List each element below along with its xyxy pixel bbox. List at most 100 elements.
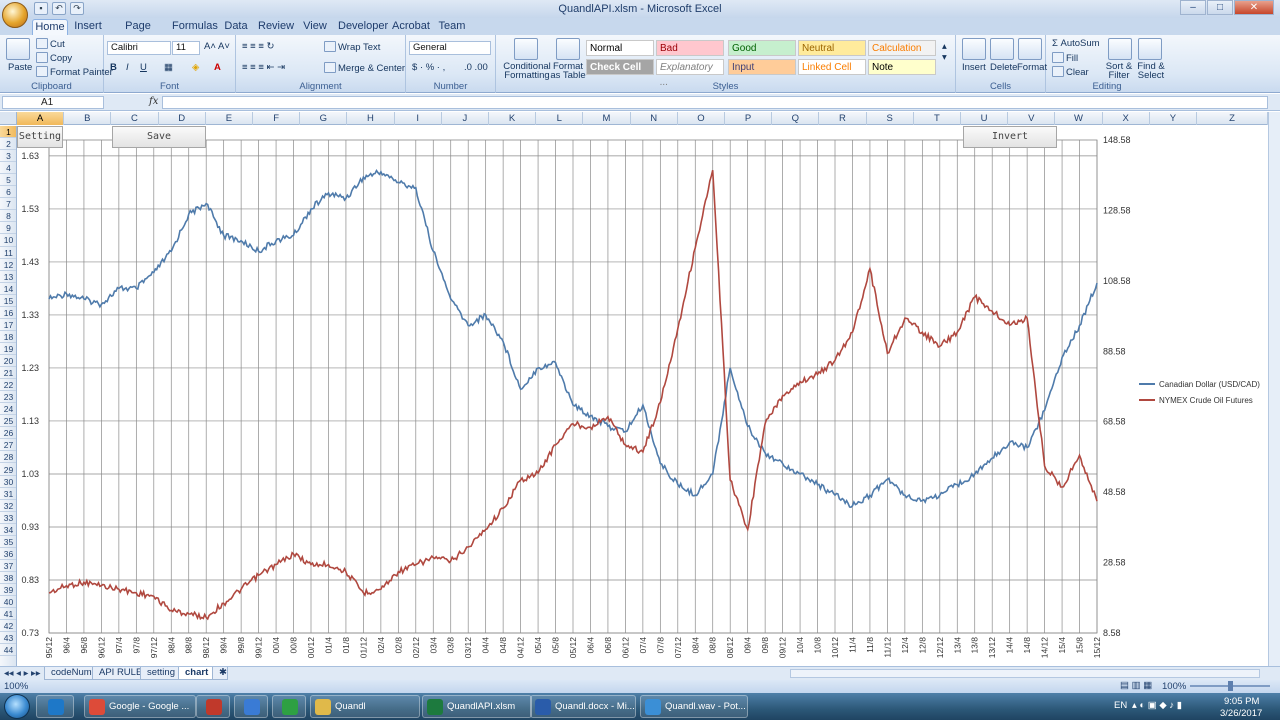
- column-header-x[interactable]: X: [1103, 112, 1150, 125]
- row-header[interactable]: 14: [0, 283, 16, 295]
- row-header[interactable]: 4: [0, 162, 16, 175]
- cell-style-explanatory[interactable]: Explanatory ...: [656, 59, 724, 88]
- tab-view[interactable]: View: [303, 20, 327, 32]
- row-header[interactable]: 10: [0, 234, 16, 247]
- cell-style-check-cell[interactable]: Check Cell: [586, 59, 654, 75]
- cell-style-linked-cell[interactable]: Linked Cell: [798, 59, 866, 75]
- paste-icon[interactable]: [6, 38, 30, 60]
- clock-date[interactable]: 3/26/2017: [1220, 708, 1263, 719]
- taskbar-item[interactable]: [36, 695, 74, 718]
- sheet-tab-setting[interactable]: setting: [140, 667, 182, 680]
- row-header[interactable]: 42: [0, 620, 16, 633]
- language-indicator[interactable]: EN: [1114, 700, 1128, 711]
- bold-button[interactable]: B: [110, 62, 117, 73]
- select-all-corner[interactable]: [0, 112, 17, 125]
- insert-cells-icon[interactable]: [962, 38, 986, 60]
- row-header[interactable]: 16: [0, 307, 16, 319]
- cell-style-input[interactable]: Input: [728, 59, 796, 75]
- conditional-formatting-icon[interactable]: [514, 38, 538, 60]
- taskbar-item[interactable]: [272, 695, 306, 718]
- merge-center-button[interactable]: Merge & Center: [324, 62, 405, 74]
- column-header-u[interactable]: U: [961, 112, 1009, 125]
- clock-time[interactable]: 9:05 PM: [1224, 696, 1260, 707]
- styles-scroll-icon[interactable]: ▴ ▾: [942, 41, 947, 63]
- tab-home[interactable]: Home: [32, 19, 68, 35]
- column-header-h[interactable]: H: [347, 112, 395, 125]
- taskbar-item[interactable]: Quandl: [310, 695, 420, 718]
- cell-style-normal[interactable]: Normal: [586, 40, 654, 56]
- tab-data[interactable]: Data: [224, 20, 248, 32]
- office-button[interactable]: [2, 2, 28, 28]
- column-header-m[interactable]: M: [583, 112, 631, 125]
- invert-button[interactable]: Invert: [963, 126, 1057, 148]
- italic-button[interactable]: I: [126, 62, 129, 73]
- tab-formulas[interactable]: Formulas: [172, 20, 218, 32]
- format-painter-button[interactable]: Format Painter: [36, 66, 113, 78]
- tray-icons[interactable]: ▴ ◐ ▣ ◆ ♪ ▮: [1132, 700, 1182, 711]
- column-header-i[interactable]: I: [395, 112, 442, 125]
- delete-cells-button[interactable]: Delete: [990, 62, 1018, 73]
- tab-acrobat[interactable]: Acrobat: [392, 20, 430, 32]
- new-sheet-icon[interactable]: ✱: [212, 667, 228, 680]
- underline-button[interactable]: U: [140, 62, 147, 73]
- column-header-l[interactable]: L: [536, 112, 584, 125]
- column-header-g[interactable]: G: [300, 112, 348, 125]
- format-cells-icon[interactable]: [1018, 38, 1042, 60]
- row-header[interactable]: 36: [0, 548, 16, 560]
- row-header[interactable]: 32: [0, 500, 16, 512]
- row-header[interactable]: 40: [0, 596, 16, 609]
- align-top-icon[interactable]: ≡ ≡ ≡ ↻: [242, 41, 275, 52]
- format-as-table-button[interactable]: Format as Table: [550, 61, 586, 81]
- column-header-p[interactable]: P: [725, 112, 773, 125]
- row-header[interactable]: 21: [0, 367, 16, 380]
- column-header-n[interactable]: N: [631, 112, 678, 125]
- currency-icon[interactable]: $ · % · ,: [412, 62, 446, 73]
- row-header[interactable]: 11: [0, 247, 16, 259]
- row-header[interactable]: 35: [0, 536, 16, 548]
- row-header[interactable]: 1: [0, 126, 16, 139]
- vertical-scrollbar[interactable]: [1268, 112, 1280, 666]
- copy-button[interactable]: Copy: [36, 52, 72, 64]
- row-header[interactable]: 37: [0, 560, 16, 572]
- font-size-select[interactable]: 11: [172, 41, 200, 55]
- tab-page-layout[interactable]: Page Layout: [121, 20, 154, 47]
- column-header-f[interactable]: F: [253, 112, 301, 125]
- tab-team[interactable]: Team: [438, 20, 466, 32]
- cell-style-neutral[interactable]: Neutral: [798, 40, 866, 56]
- format-cells-button[interactable]: Format: [1017, 62, 1048, 73]
- row-header[interactable]: 34: [0, 524, 16, 536]
- binoculars-icon[interactable]: [1138, 38, 1162, 60]
- row-header[interactable]: 19: [0, 343, 16, 355]
- minimize-icon[interactable]: –: [1180, 0, 1206, 15]
- column-header-j[interactable]: J: [442, 112, 489, 125]
- row-header[interactable]: 6: [0, 186, 16, 199]
- zoom-level[interactable]: 100%: [1162, 681, 1187, 692]
- number-format-select[interactable]: General: [409, 41, 491, 55]
- sheet-nav-icon[interactable]: ◂◂ ◂ ▸ ▸▸: [4, 668, 41, 679]
- borders-icon[interactable]: ▦: [164, 62, 173, 73]
- row-header[interactable]: 13: [0, 271, 16, 283]
- cell-style-good[interactable]: Good: [728, 40, 796, 56]
- decimal-icon[interactable]: .0 .00: [464, 62, 488, 73]
- undo-icon[interactable]: ↶: [52, 2, 66, 15]
- format-table-icon[interactable]: [556, 38, 580, 60]
- column-header-w[interactable]: W: [1055, 112, 1103, 125]
- delete-cells-icon[interactable]: [990, 38, 1014, 60]
- column-header-q[interactable]: Q: [772, 112, 820, 125]
- horizontal-scrollbar[interactable]: [790, 669, 1260, 678]
- row-header[interactable]: 5: [0, 174, 16, 187]
- row-header[interactable]: 9: [0, 222, 16, 235]
- column-header-b[interactable]: B: [64, 112, 112, 125]
- row-header[interactable]: 2: [0, 138, 16, 151]
- tab-insert[interactable]: Insert: [74, 20, 102, 32]
- row-header[interactable]: 26: [0, 427, 16, 440]
- row-header[interactable]: 44: [0, 644, 16, 657]
- save-icon[interactable]: ▪: [34, 2, 48, 15]
- maximize-icon[interactable]: □: [1207, 0, 1233, 15]
- fill-color-icon[interactable]: ◈: [192, 62, 200, 73]
- column-header-c[interactable]: C: [111, 112, 159, 125]
- setting-button[interactable]: Setting: [17, 126, 63, 148]
- sheet-tab-chart[interactable]: chart: [178, 667, 216, 680]
- row-header[interactable]: 22: [0, 379, 16, 392]
- font-name-select[interactable]: Calibri: [107, 41, 171, 55]
